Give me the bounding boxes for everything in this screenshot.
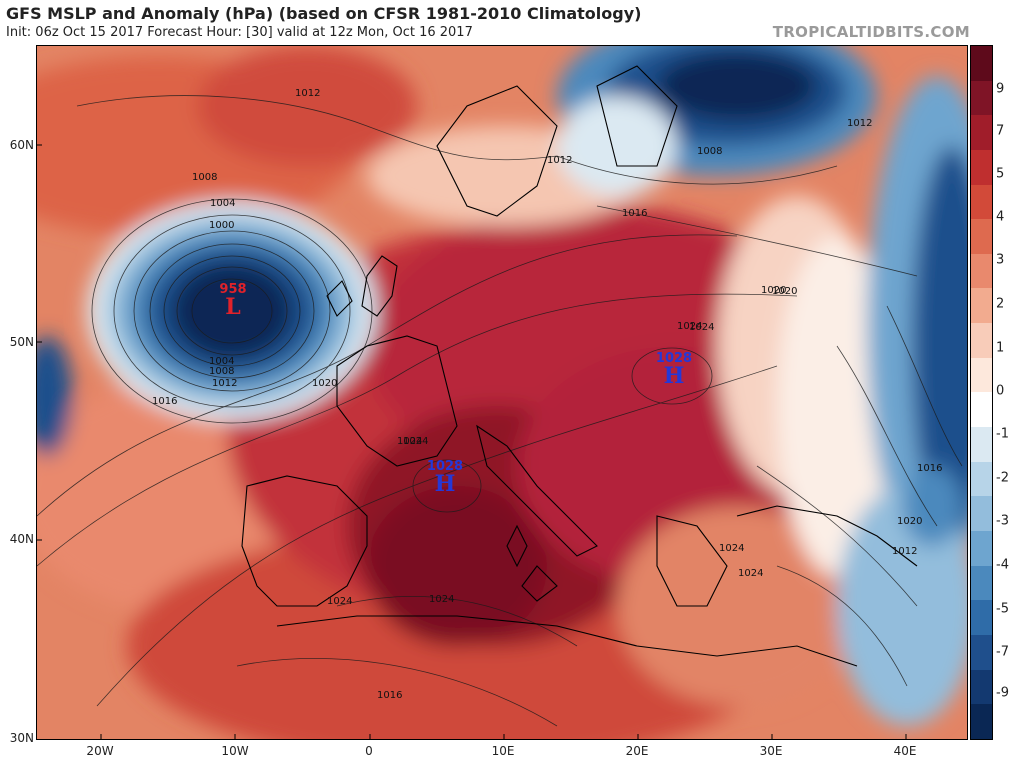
anomaly-field: 1012100810041000100410081012101610201024… [37, 46, 967, 739]
isobar-label: 1012 [212, 378, 237, 389]
isobar-label: 1012 [847, 118, 872, 129]
isobar-label: 1004 [210, 198, 235, 209]
isobar-label: 1016 [917, 463, 942, 474]
colorbar-segment [971, 600, 992, 635]
colorbar-segment [971, 323, 992, 358]
isobar-label: 1016 [622, 208, 647, 219]
colorbar-segment [971, 669, 992, 705]
lat-label-40n: 40N [9, 532, 34, 546]
map-panel: 1012 1008 1004 1000 1004 1008 1012 1016 1020 1024… [36, 45, 968, 740]
lon-label-0: 0 [365, 744, 373, 758]
colorbar-segment [971, 427, 992, 462]
lon-label-10e: 10E [491, 744, 515, 758]
colorbar-tick-label: 3 [996, 252, 1005, 268]
high-pressure-center-west: 1028 H [426, 459, 464, 497]
low-pressure-center: 958 L [219, 282, 247, 320]
high-pressure-center-east: 1028 H [655, 351, 693, 389]
colorbar-segment [971, 530, 992, 566]
colorbar-segment [971, 253, 992, 289]
colorbar-segment [971, 565, 992, 601]
colorbar-tick-label: 0 [996, 383, 1005, 399]
isobar-label: 1012 [295, 88, 320, 99]
colorbar-tick-label: 2 [996, 296, 1005, 312]
isobar-label: 1024 [327, 596, 352, 607]
isobar-label: 1016 [152, 396, 177, 407]
isobar-label: 1008 [209, 366, 234, 377]
isobar-label: 1024 [429, 594, 454, 605]
isobar-label: 1012 [892, 546, 917, 557]
isobar-label: 1024 [677, 321, 702, 332]
colorbar-segment [971, 149, 992, 185]
lon-label-40e: 40E [893, 744, 917, 758]
colorbar-segment [971, 461, 992, 497]
isobar-label: 1020 [772, 286, 797, 297]
colorbar-segment [971, 46, 992, 81]
colorbar-segment [971, 357, 992, 393]
colorbar-segment [971, 115, 992, 150]
colorbar-segment [971, 496, 992, 531]
lon-label-20e: 20E [625, 744, 649, 758]
lon-label-10w: 10W [221, 744, 249, 758]
isobar-label: 1020 [761, 285, 786, 296]
colorbar-segment [971, 704, 992, 739]
colorbar-tick-label: -5 [996, 601, 1009, 617]
lat-label-50n: 50N [9, 335, 34, 349]
isobar-label: 1020 [897, 516, 922, 527]
colorbar-tick-label: -7 [996, 644, 1009, 660]
lat-label-60n: 60N [9, 138, 34, 152]
colorbar-segment [971, 219, 992, 254]
colorbar-segment [971, 288, 992, 324]
isobar-label: 1008 [192, 172, 217, 183]
colorbar-tick-label: -2 [996, 470, 1009, 486]
lat-label-30n: 30N [9, 731, 34, 745]
isobar-label: 1024 [689, 322, 714, 333]
colorbar-tick-label: 5 [996, 166, 1005, 182]
colorbar-tick-label: -1 [996, 426, 1009, 442]
isobar-label: 1004 [209, 356, 234, 367]
isobar-label: 1016 [377, 690, 402, 701]
lon-label-30e: 30E [759, 744, 783, 758]
colorbar-tick-label: -4 [996, 557, 1009, 573]
chart-subtitle: Init: 06z Oct 15 2017 Forecast Hour: [30… [6, 25, 473, 40]
isobar-label: 1008 [697, 146, 722, 157]
colorbar-segment [971, 80, 992, 116]
brand-label[interactable]: TROPICALTIDBITS.COM [772, 23, 970, 41]
isobar-label: 1024 [719, 543, 744, 554]
isobar-label: 1024 [397, 436, 422, 447]
isobar-label: 1020 [312, 378, 337, 389]
colorbar-tick-label: 1 [996, 340, 1005, 356]
colorbar-segment [971, 184, 992, 220]
colorbar [970, 45, 993, 740]
chart-title: GFS MSLP and Anomaly (hPa) (based on CFS… [6, 4, 642, 23]
lon-label-20w: 20W [86, 744, 114, 758]
isobar-label: 1024 [403, 436, 428, 447]
colorbar-tick-label: 9 [996, 81, 1005, 97]
colorbar-tick-label: 4 [996, 209, 1005, 225]
colorbar-tick-label: 7 [996, 123, 1005, 139]
colorbar-tick-label: -3 [996, 513, 1009, 529]
colorbar-segment [971, 634, 992, 670]
isobar-label: 1000 [209, 220, 234, 231]
isobar-label: 1012 [547, 155, 572, 166]
isobar-label: 1024 [738, 568, 763, 579]
colorbar-tick-label: -9 [996, 685, 1009, 701]
colorbar-segment [971, 392, 992, 428]
